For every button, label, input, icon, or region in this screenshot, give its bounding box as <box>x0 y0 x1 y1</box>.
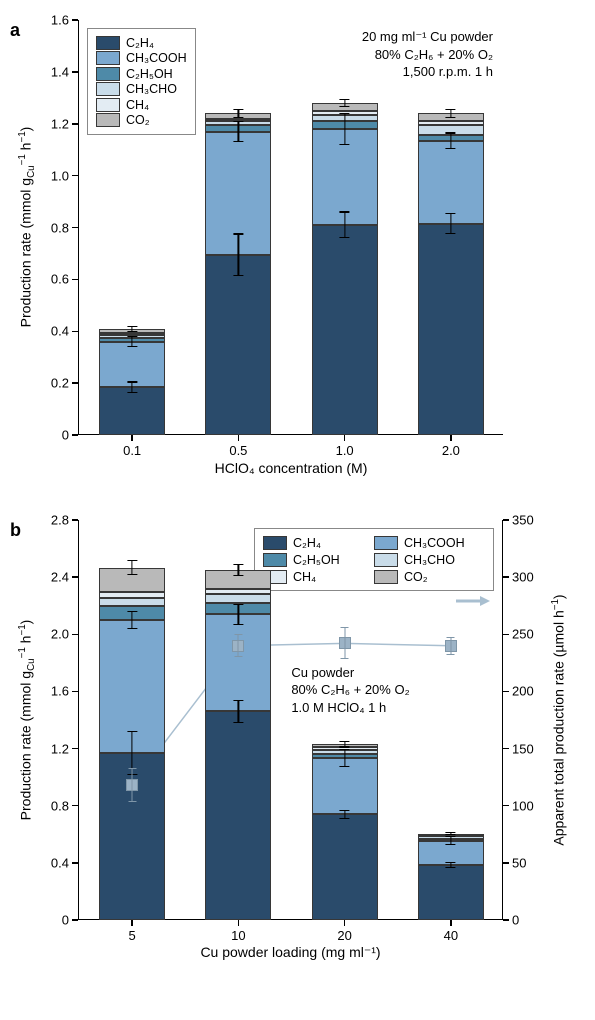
chart-a: Production rate (mmol gCu−1 h−1) HClO₄ c… <box>78 20 585 435</box>
y-tick-label: 0.2 <box>51 376 69 391</box>
legend-swatch-CH3COOH <box>374 536 398 550</box>
seg-CH3CHO <box>99 598 165 607</box>
seg-CH4 <box>205 589 271 595</box>
y-tick-label: 0.4 <box>51 855 69 870</box>
x-tick-label: 1.0 <box>336 443 354 458</box>
seg-C2H4 <box>312 814 378 920</box>
y-tick-label: 0.8 <box>51 798 69 813</box>
y-tick-label: 2.8 <box>51 513 69 528</box>
seg-C2H4 <box>205 711 271 920</box>
y2-tick-label: 0 <box>512 913 519 928</box>
chart-b: Production rate (mmol gCu−1 h−1) Apparen… <box>78 520 585 920</box>
seg-C2H4 <box>418 224 484 435</box>
seg-C2H4 <box>312 225 378 435</box>
seg-CH3COOH <box>205 614 271 711</box>
seg-C2H4 <box>418 865 484 920</box>
x-tick-label: 5 <box>129 928 136 943</box>
bar-5 <box>99 520 165 920</box>
x-tick-label: 10 <box>231 928 245 943</box>
seg-CH3COOH <box>99 342 165 387</box>
bar-1.0 <box>312 20 378 435</box>
x-tick-label: 0.5 <box>229 443 247 458</box>
seg-CH3COOH <box>418 141 484 224</box>
y2-tick-label: 200 <box>512 684 534 699</box>
y-tick-label: 1.4 <box>51 64 69 79</box>
y2-tick-label: 350 <box>512 513 534 528</box>
seg-CH4 <box>99 333 165 336</box>
panel-b-label: b <box>10 520 21 541</box>
panel-a-label: a <box>10 20 20 41</box>
x-tick-label: 2.0 <box>442 443 460 458</box>
y-tick-label: 0.6 <box>51 272 69 287</box>
y-tick-label: 1.2 <box>51 741 69 756</box>
x-axis-label-a: HClO₄ concentration (M) <box>215 460 368 476</box>
seg-CH4 <box>418 121 484 125</box>
y-tick-label: 2.4 <box>51 570 69 585</box>
seg-C2H4 <box>99 387 165 435</box>
seg-C2H4 <box>205 255 271 435</box>
bar-2.0 <box>418 20 484 435</box>
bar-0.5 <box>205 20 271 435</box>
y-axis-label-b: Production rate (mmol gCu−1 h−1) <box>17 619 37 820</box>
x-axis-label-b: Cu powder loading (mg ml⁻¹) <box>200 944 380 961</box>
bar-10 <box>205 520 271 920</box>
seg-CH3CHO <box>205 594 271 603</box>
y-tick-label: 2.0 <box>51 627 69 642</box>
y-tick-label: 1.6 <box>51 684 69 699</box>
y2-tick-label: 300 <box>512 570 534 585</box>
y2-tick-label: 50 <box>512 855 526 870</box>
y-tick-label: 0.4 <box>51 324 69 339</box>
y2-axis-label-b: Apparent total production rate (µmol h−1… <box>550 594 567 845</box>
y-tick-label: 0 <box>62 428 69 443</box>
legend-swatch-CO2 <box>374 570 398 584</box>
seg-CH4 <box>99 592 165 598</box>
x-tick-label: 40 <box>444 928 458 943</box>
y-tick-label: 1.2 <box>51 116 69 131</box>
panel-a: a Production rate (mmol gCu−1 h−1) HClO₄… <box>10 20 585 500</box>
legend-swatch-CH3CHO <box>374 553 398 567</box>
bar-20 <box>312 520 378 920</box>
y-tick-label: 0 <box>62 913 69 928</box>
y2-tick-label: 150 <box>512 741 534 756</box>
plot-a: Production rate (mmol gCu−1 h−1) HClO₄ c… <box>78 20 503 435</box>
bar-0.1 <box>99 20 165 435</box>
y2-tick-label: 100 <box>512 798 534 813</box>
bar-40 <box>418 520 484 920</box>
x-tick-label: 20 <box>337 928 351 943</box>
plot-b: Production rate (mmol gCu−1 h−1) Apparen… <box>78 520 503 920</box>
x-tick-label: 0.1 <box>123 443 141 458</box>
y-tick-label: 1.6 <box>51 13 69 28</box>
y-axis-label-a: Production rate (mmol gCu−1 h−1) <box>17 127 37 328</box>
panel-b: b Production rate (mmol gCu−1 h−1) Appar… <box>10 520 585 990</box>
y2-tick-label: 250 <box>512 627 534 642</box>
y-tick-label: 0.8 <box>51 220 69 235</box>
y-tick-label: 1.0 <box>51 168 69 183</box>
